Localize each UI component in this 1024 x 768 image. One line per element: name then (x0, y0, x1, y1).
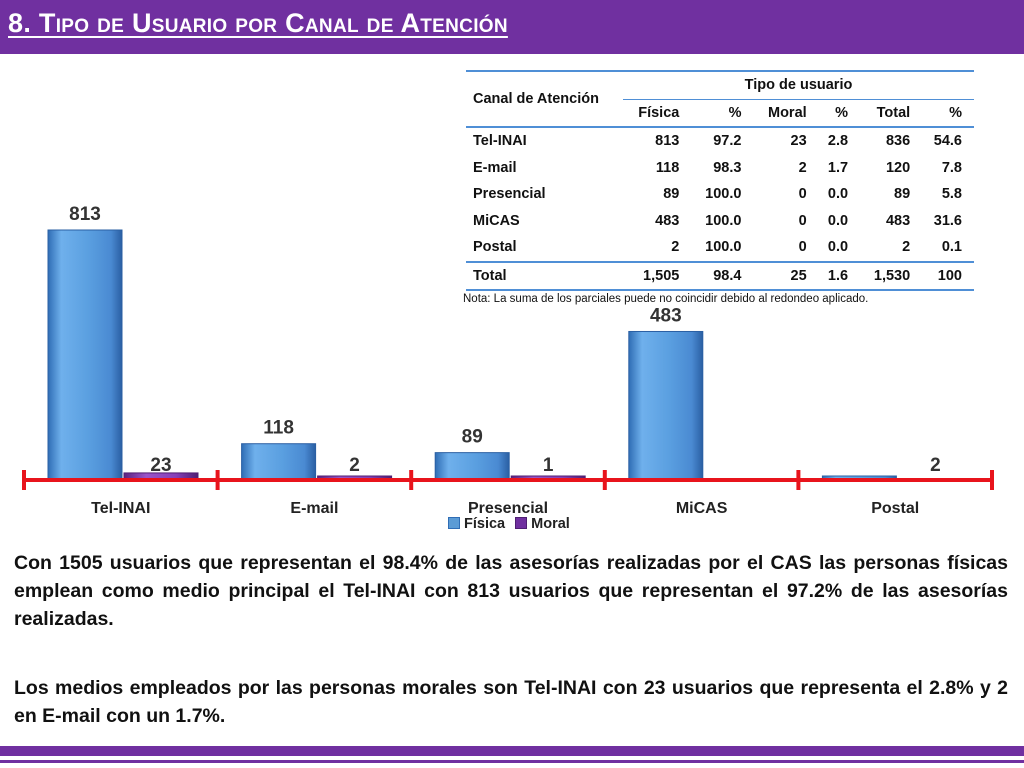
data-label-moral: 23 (150, 455, 171, 476)
table-cell: 0 (798, 212, 807, 229)
table-cell: 5.8 (941, 186, 962, 203)
table-cell: 100 (937, 267, 962, 284)
paragraph-morales: Los medios empleados por las personas mo… (14, 677, 1008, 727)
paragraph-fisicas: Con 1505 usuarios que representan el 98.… (14, 552, 1008, 630)
bar-chart: Tel-INAI 813 23 E-mail 118 2 Presencial 89 1 MiCA… (22, 204, 994, 517)
col-header-total-pct: % (949, 104, 962, 121)
table-cell: 2 (798, 159, 807, 176)
x-tick-label: E-mail (290, 500, 338, 517)
x-tick-label: MiCAS (676, 500, 728, 517)
table-row: MiCAS 483 100.0 0 0.0 483 31.6 (466, 208, 974, 235)
legend-label-moral: Moral (531, 516, 570, 532)
bar-fisica (47, 229, 123, 481)
x-tick-label: Presencial (468, 500, 548, 517)
table-cell: 0 (798, 186, 807, 203)
table-cell: 98.4 (713, 267, 742, 284)
table-cell: 118 (655, 159, 680, 176)
table-cell: 25 (790, 267, 807, 284)
table-cell: 1,530 (873, 267, 911, 284)
bar-fisica (434, 452, 510, 481)
data-label-fisica: 813 (69, 204, 101, 225)
col-header-fisica-pct: % (728, 104, 742, 121)
table-cell: 813 (655, 133, 680, 150)
table-cell: 89 (894, 186, 911, 203)
chart-legend: Física Moral (448, 516, 576, 532)
data-label-fisica: 89 (462, 427, 483, 448)
table-cell: Tel-INAI (473, 133, 527, 150)
table-cell: 100.0 (705, 212, 742, 229)
data-label-moral: 2 (349, 455, 360, 476)
bar-fisica (241, 443, 317, 481)
table-cell: 100.0 (705, 239, 742, 256)
table-cell: Total (473, 267, 507, 284)
table-cell: 23 (790, 133, 807, 150)
data-label-moral: 1 (543, 455, 554, 476)
table-group-header: Tipo de usuario (623, 71, 974, 100)
table-row: E-mail 118 98.3 2 1.7 120 7.8 (466, 155, 974, 182)
table-cell: 54.6 (933, 133, 962, 150)
table-note: Nota: La suma de los parciales puede no … (463, 293, 869, 305)
table-corner-header: Canal de Atención (473, 91, 599, 107)
table-cell: 0.0 (827, 239, 849, 256)
table-cell: 0 (798, 239, 807, 256)
table-total-row: Total 1,505 98.4 25 1.6 1,530 100 (466, 261, 974, 290)
table-cell: 31.6 (933, 212, 962, 229)
bar-fisica (628, 330, 704, 481)
data-label-fisica: 118 (263, 418, 294, 439)
table-cell: 98.3 (713, 159, 742, 176)
data-label-moral: 2 (930, 455, 941, 476)
table-cell: 483 (655, 212, 680, 229)
table-cell: Postal (473, 239, 517, 256)
table-cell: MiCAS (473, 212, 520, 229)
table-cell: 7.8 (941, 159, 962, 176)
legend-item-fisica: Física (448, 516, 509, 532)
table-cell: 89 (663, 186, 680, 203)
table-cell: 100.0 (705, 186, 742, 203)
table-cell: 483 (885, 212, 911, 229)
col-header-moral-pct: % (835, 104, 849, 121)
table-cell: 0.0 (827, 186, 849, 203)
data-label-fisica: 483 (650, 305, 682, 326)
x-tick-label: Postal (871, 500, 919, 517)
table-cell: 97.2 (713, 133, 742, 150)
table-cell: 1,505 (643, 267, 680, 284)
footer-bar (0, 746, 1024, 756)
legend-swatch-fisica (448, 517, 460, 529)
table-row: Postal 2 100.0 0 0.0 2 0.1 (466, 234, 974, 262)
page-title: 8. Tipo de Usuario por Canal de Atención (8, 8, 508, 38)
table-cell: Presencial (473, 186, 546, 203)
table-cell: 1.6 (827, 267, 849, 284)
col-header-moral: Moral (767, 104, 807, 121)
footer-line (0, 760, 1024, 763)
title-bar: 8. Tipo de Usuario por Canal de Atención (0, 0, 1024, 54)
table-cell: 2 (902, 239, 911, 256)
table-cell: 836 (885, 133, 911, 150)
col-header-total: Total (876, 104, 911, 121)
table-cell: E-mail (473, 159, 517, 176)
table-cell: 0.0 (827, 212, 849, 229)
legend-label-fisica: Física (464, 516, 506, 532)
legend-swatch-moral (515, 517, 528, 529)
table-cell: 2.8 (827, 133, 849, 150)
table-cell: 1.7 (827, 159, 849, 176)
table-row: Presencial 89 100.0 0 0.0 89 5.8 (466, 181, 974, 208)
legend-item-moral: Moral (515, 516, 570, 532)
table-row: Tel-INAI 813 97.2 23 2.8 836 54.6 (466, 127, 974, 155)
table-cell: 2 (671, 239, 680, 256)
table-cell: 0.1 (941, 239, 962, 256)
x-tick-label: Tel-INAI (91, 500, 150, 517)
table-cell: 120 (885, 159, 911, 176)
col-header-fisica: Física (638, 104, 680, 121)
usuarios-table: Canal de Atención Tipo de usuario Física… (466, 70, 974, 291)
